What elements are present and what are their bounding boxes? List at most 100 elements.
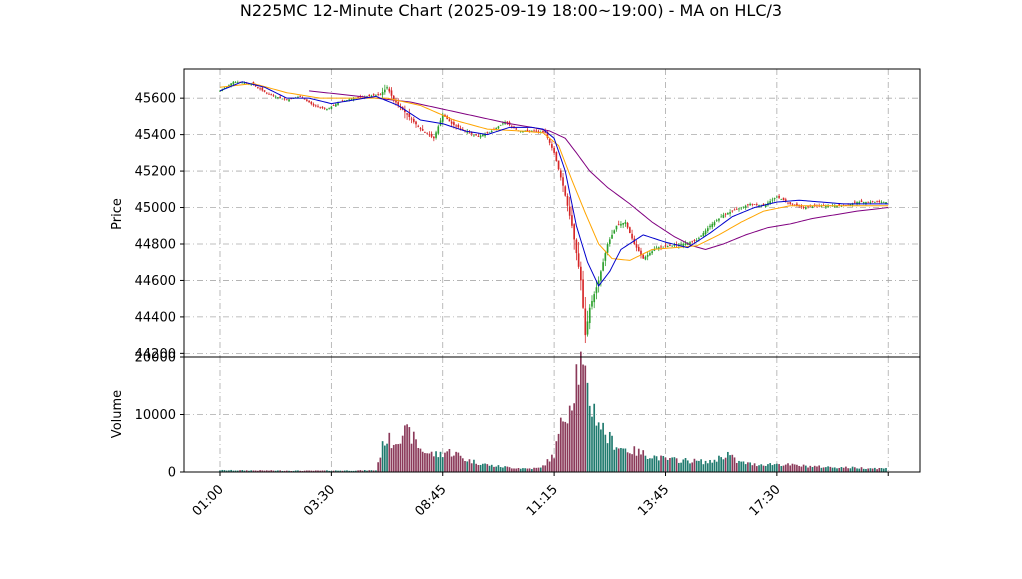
candle-body bbox=[234, 81, 237, 83]
candle-body bbox=[577, 253, 580, 267]
candle-body bbox=[261, 87, 264, 91]
candle-body bbox=[352, 98, 355, 100]
volume-bar bbox=[711, 462, 714, 472]
volume-bar bbox=[847, 468, 849, 472]
volume-bar bbox=[439, 451, 442, 472]
volume-bar bbox=[604, 434, 607, 472]
volume-bar bbox=[586, 382, 589, 472]
volume-bar bbox=[372, 470, 375, 472]
volume-bar bbox=[762, 465, 765, 472]
candle-body bbox=[488, 131, 491, 133]
volume-bar bbox=[747, 462, 749, 472]
volume-bar bbox=[399, 443, 402, 472]
candle-body bbox=[386, 87, 388, 89]
volume-bar bbox=[813, 465, 816, 472]
candle-body bbox=[885, 202, 887, 204]
volume-bar bbox=[580, 351, 582, 472]
candle-body bbox=[827, 205, 829, 208]
volume-bar bbox=[441, 457, 444, 472]
volume-bar bbox=[633, 446, 636, 472]
volume-bar bbox=[519, 468, 522, 472]
candle-body bbox=[791, 203, 794, 205]
candle-body bbox=[279, 96, 281, 98]
volume-bar bbox=[744, 464, 747, 472]
volume-bar bbox=[825, 467, 827, 472]
candle-body bbox=[653, 249, 656, 251]
candle-body bbox=[372, 94, 375, 96]
price-tick-label: 45600 bbox=[135, 92, 176, 107]
candle-body bbox=[733, 209, 736, 211]
volume-bar bbox=[787, 463, 789, 472]
ma-long-line bbox=[309, 90, 889, 250]
volume-bar bbox=[738, 460, 740, 472]
candle-body bbox=[379, 94, 382, 96]
volume-bar bbox=[350, 470, 353, 472]
candle-body bbox=[820, 205, 823, 207]
candle-body bbox=[611, 234, 613, 239]
volume-bar bbox=[584, 365, 587, 472]
volume-bar bbox=[597, 422, 600, 472]
volume-bar bbox=[366, 470, 368, 472]
candle-body bbox=[546, 131, 549, 138]
candle-body bbox=[582, 279, 584, 308]
volume-bar bbox=[537, 467, 540, 472]
candle-body bbox=[553, 147, 555, 153]
ma-mid-line bbox=[219, 83, 889, 261]
x-tick-label: 17:30 bbox=[747, 482, 784, 519]
volume-bar bbox=[232, 470, 235, 472]
volume-bar bbox=[880, 468, 883, 472]
candle-body bbox=[232, 81, 235, 85]
candle-body bbox=[727, 213, 729, 215]
volume-bar bbox=[450, 456, 453, 472]
candle-body bbox=[606, 243, 609, 253]
volume-bar bbox=[221, 469, 224, 472]
volume-bar bbox=[459, 455, 462, 472]
volume-bar bbox=[582, 364, 584, 472]
volume-bar bbox=[528, 468, 531, 472]
volume-bar bbox=[615, 447, 618, 472]
volume-bar bbox=[731, 454, 734, 472]
volume-bar bbox=[858, 468, 861, 472]
volume-bar bbox=[241, 470, 244, 472]
candle-body bbox=[381, 92, 384, 95]
candle-body bbox=[535, 130, 538, 132]
candle-body bbox=[573, 224, 575, 240]
volume-bar bbox=[562, 421, 564, 472]
volume-bar bbox=[406, 424, 408, 472]
volume-bar bbox=[297, 470, 299, 472]
candle-body bbox=[457, 124, 460, 128]
candle-body bbox=[595, 287, 598, 294]
candle-body bbox=[874, 202, 876, 203]
volume-bar bbox=[455, 451, 457, 472]
candle-body bbox=[477, 136, 480, 138]
candle-body bbox=[490, 130, 493, 132]
volume-bar bbox=[419, 448, 422, 472]
candle-body bbox=[526, 129, 529, 131]
candle-body bbox=[778, 195, 780, 198]
candle-body bbox=[479, 135, 482, 138]
volume-bar bbox=[845, 466, 847, 472]
candle-body bbox=[482, 134, 484, 137]
candle-body bbox=[430, 133, 433, 137]
candle-body bbox=[272, 95, 275, 97]
candle-body bbox=[328, 107, 330, 109]
candle-body bbox=[310, 101, 313, 104]
volume-bar bbox=[334, 470, 337, 472]
x-tick-label: 13:45 bbox=[635, 482, 672, 519]
candle-body bbox=[715, 220, 718, 222]
candle-body bbox=[865, 202, 867, 204]
volume-bar bbox=[664, 457, 667, 472]
candle-body bbox=[510, 126, 513, 128]
volume-bar bbox=[573, 403, 575, 472]
volume-bar bbox=[444, 452, 446, 472]
volume-bar bbox=[758, 465, 760, 472]
candle-body bbox=[285, 99, 288, 101]
volume-bar bbox=[675, 458, 678, 472]
volume-bar bbox=[691, 462, 694, 472]
candle-body bbox=[404, 109, 406, 113]
volume-bar bbox=[312, 470, 315, 472]
volume-bar bbox=[464, 461, 466, 472]
candle-body bbox=[784, 199, 787, 202]
candle-body bbox=[426, 133, 428, 135]
candle-body bbox=[274, 96, 277, 98]
